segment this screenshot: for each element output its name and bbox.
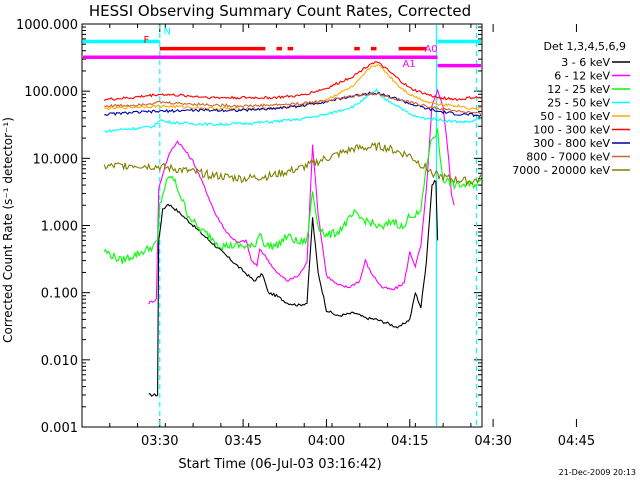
annotation-f: F xyxy=(144,35,150,46)
x-tick-label: 04:00 xyxy=(308,434,345,449)
legend-title: Det 1,3,4,5,6,9 xyxy=(543,40,626,53)
x-axis-label: Start Time (06-Jul-03 03:16:42) xyxy=(178,457,381,472)
x-tick-label: 03:45 xyxy=(224,434,261,449)
y-tick-label: 100.000 xyxy=(24,85,78,100)
annotation-a0: A0 xyxy=(424,44,437,55)
series-line xyxy=(103,128,481,264)
legend-label: 12 - 25 keV xyxy=(547,83,610,96)
series-line xyxy=(104,91,481,118)
legend-label: 3 - 6 keV xyxy=(561,56,610,69)
y-tick-label: 1000.000 xyxy=(16,18,78,33)
y-tick-label: 10.000 xyxy=(33,152,79,167)
annotation-n: N xyxy=(164,26,171,37)
footer-timestamp: 21-Dec-2009 20:13 xyxy=(559,468,636,477)
y-tick-label: 1.000 xyxy=(41,220,78,235)
y-tick-label: 0.100 xyxy=(41,287,78,302)
legend-label: 800 - 7000 keV xyxy=(526,151,610,164)
series-line xyxy=(104,88,481,134)
annotation-a1: A1 xyxy=(402,59,415,70)
series-line xyxy=(104,91,481,115)
plot-area: 1000.000 100.000 10.000 1.000 0.100 0.010 0.00… xyxy=(16,18,595,449)
series-line xyxy=(148,179,439,397)
x-tick-label: 04:30 xyxy=(474,434,511,449)
x-tick-label: 04:45 xyxy=(558,434,595,449)
legend-label: 25 - 50 keV xyxy=(547,97,610,110)
legend-label: 6 - 12 keV xyxy=(554,70,610,83)
plot-frame xyxy=(81,23,483,428)
y-axis-label: Corrected Count Rate (s⁻¹ detector⁻¹) xyxy=(1,117,15,343)
series-line xyxy=(148,88,455,305)
legend-label: 7000 - 20000 keV xyxy=(512,164,610,177)
chart-title: HESSI Observing Summary Count Rates, Cor… xyxy=(89,2,471,20)
legend-label: 50 - 100 keV xyxy=(540,110,610,123)
x-tick-label: 03:30 xyxy=(141,434,178,449)
y-tick-label: 0.001 xyxy=(41,421,78,436)
series-line xyxy=(103,61,481,102)
y-tick-label: 0.010 xyxy=(41,354,78,369)
x-tick-label: 04:15 xyxy=(391,434,428,449)
series-line xyxy=(103,141,481,187)
series-line xyxy=(103,64,481,111)
series-group xyxy=(83,25,481,426)
legend-label: 300 - 800 keV xyxy=(533,137,610,150)
legend-label: 100 - 300 keV xyxy=(533,124,610,137)
